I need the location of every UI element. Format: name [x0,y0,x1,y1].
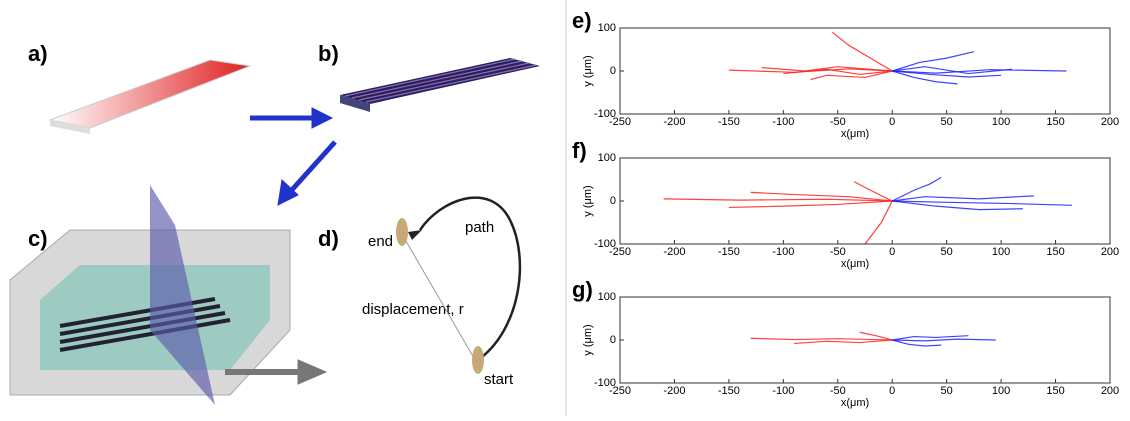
track [750,337,893,341]
panel-label: f) [572,138,587,163]
panel-label: e) [572,8,592,33]
plot-frame [619,296,1111,384]
track [853,181,893,202]
slab-edge [50,120,90,134]
start-label: start [484,371,514,388]
x-tick-label: -250 [609,116,631,128]
y-tick-label: 0 [610,65,616,77]
x-tick-label: 150 [1046,116,1064,128]
plot-frame [619,157,1111,245]
y-tick-label: -100 [594,377,616,389]
x-tick-label: -200 [663,385,685,397]
arrows [250,107,337,206]
track [794,339,893,345]
y-tick-label: 100 [598,152,616,164]
track [891,176,942,202]
channel-slab [340,58,540,104]
y-tick-label: 0 [610,195,616,207]
y-tick-label: 0 [610,334,616,346]
track [750,191,893,202]
track [810,70,893,81]
arrow [225,359,328,385]
x-tick-label: 150 [1046,246,1064,258]
y-axis-label: y (μm) [582,55,594,86]
x-tick-label: -200 [663,116,685,128]
panel-label: a) [28,41,48,66]
x-tick-label: 200 [1101,385,1119,397]
x-tick-label: 0 [889,116,895,128]
x-tick-label: 100 [992,116,1010,128]
x-tick-label: 150 [1046,385,1064,397]
x-tick-label: -150 [718,246,740,258]
x-tick-label: 100 [992,385,1010,397]
cell [396,218,408,246]
x-tick-label: 200 [1101,246,1119,258]
diagram: a) b) c) d) end path displacement, r sta… [9,41,540,405]
track [892,66,1013,75]
y-tick-label: -100 [594,108,616,120]
x-tick-label: 0 [889,385,895,397]
x-tick-label: -200 [663,246,685,258]
x-tick-label: -50 [830,116,846,128]
channels [344,58,537,103]
x-tick-label: -250 [609,385,631,397]
track [831,31,893,72]
x-tick-label: 50 [941,385,953,397]
x-tick-label: -100 [772,246,794,258]
x-tick-label: -50 [830,246,846,258]
y-tick-label: 100 [598,291,616,303]
panel-label: d) [318,226,339,251]
x-tick-label: -100 [772,116,794,128]
x-tick-label: 50 [941,246,953,258]
track [728,200,893,209]
panel-label: b) [318,41,339,66]
y-tick-label: -100 [594,238,616,250]
track [892,339,942,347]
track [892,200,1072,206]
x-tick-label: 200 [1101,116,1119,128]
x-tick-label: 50 [941,116,953,128]
displacement-line [402,235,479,366]
track [892,338,996,342]
track [892,335,969,341]
track [892,70,1002,78]
cell [472,346,484,374]
path-curve [418,196,522,362]
x-axis-label: x(μm) [841,397,869,409]
slab [48,59,252,129]
track [892,69,1067,74]
path-label: path [465,219,494,236]
x-tick-label: -50 [830,385,846,397]
track [892,195,1034,202]
x-tick-label: 0 [889,246,895,258]
x-tick-label: -250 [609,246,631,258]
x-tick-label: -150 [718,385,740,397]
slab-edge [340,95,370,112]
track [892,200,1023,211]
track [892,70,958,85]
panel-label: g) [572,277,593,302]
track [864,200,893,245]
track [728,68,893,73]
arrowhead [408,230,422,240]
x-tick-label: -150 [718,116,740,128]
panel-label: c) [28,226,48,251]
x-axis-label: x(μm) [841,258,869,270]
x-tick-label: -100 [772,385,794,397]
y-axis-label: y (μm) [582,185,594,216]
y-tick-label: 100 [598,22,616,34]
track [663,198,893,202]
displacement-label: displacement, r [362,301,464,318]
track [892,51,975,72]
plane [150,185,215,405]
x-tick-label: 100 [992,246,1010,258]
end-label: end [368,233,393,250]
x-axis-label: x(μm) [841,128,869,140]
y-axis-label: y (μm) [582,324,594,355]
track [859,331,893,341]
track [761,66,893,72]
